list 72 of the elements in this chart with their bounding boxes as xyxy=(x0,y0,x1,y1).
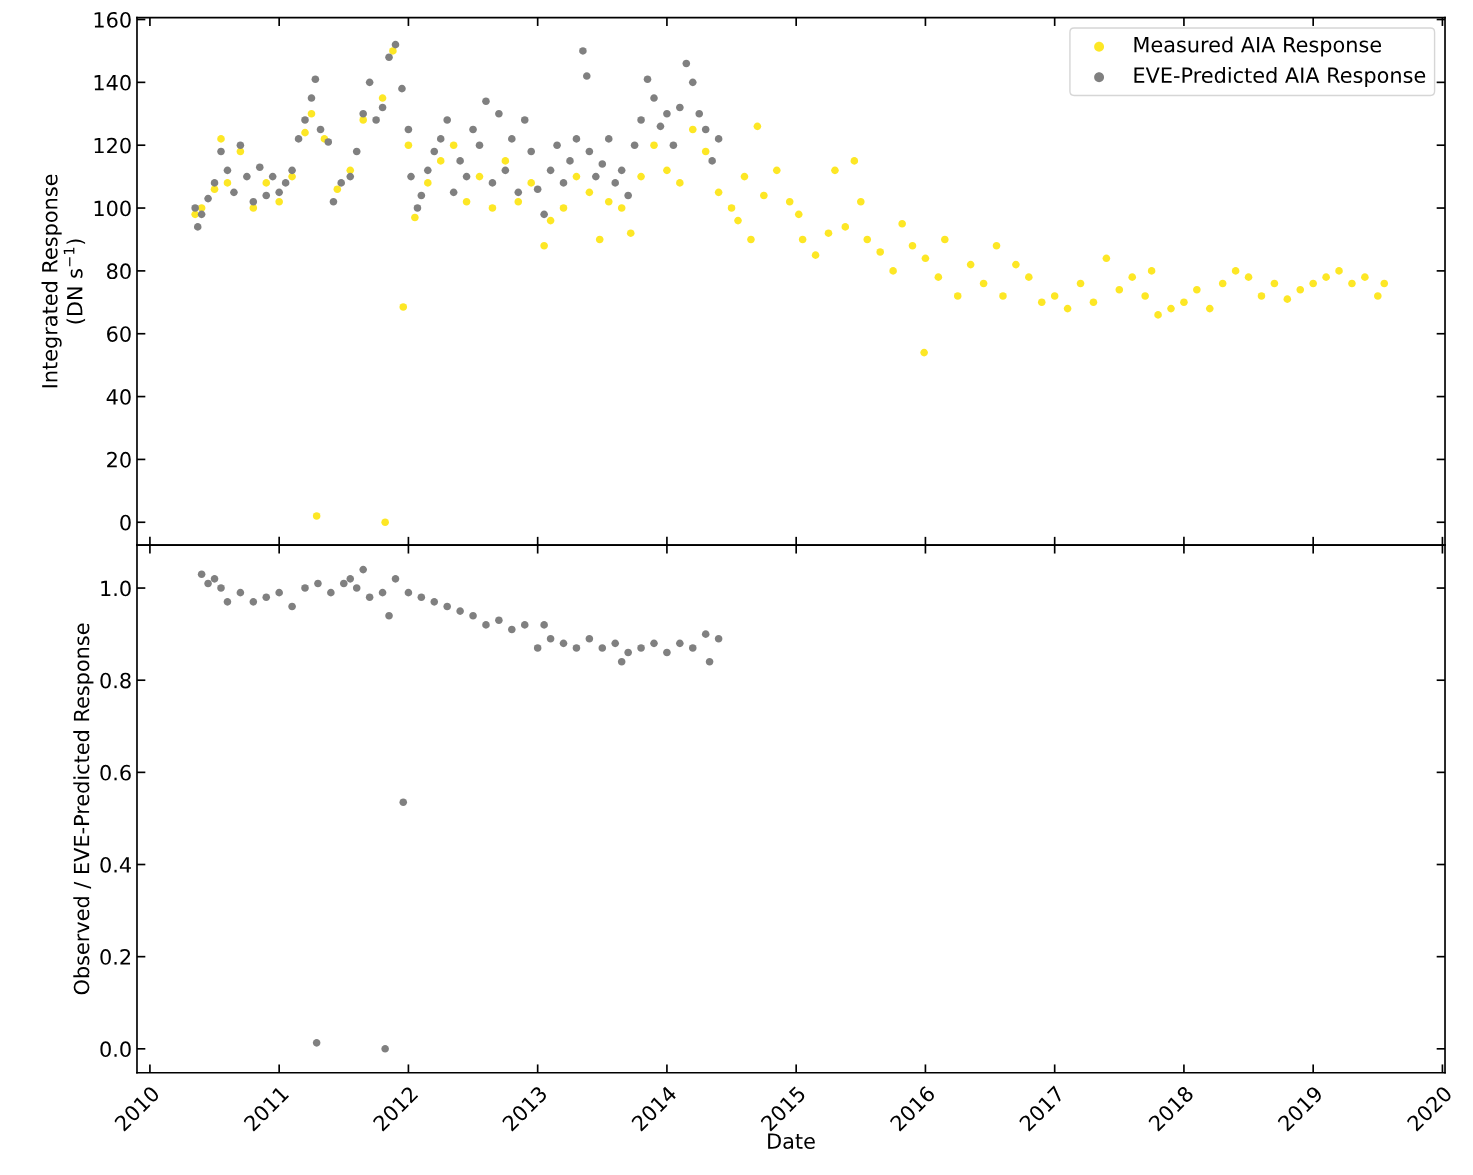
y-tick-label: 0 xyxy=(120,514,131,531)
y-axis-title: Observed / EVE-Predicted Response xyxy=(73,623,94,995)
y-tick-label: 140 xyxy=(94,74,131,91)
point xyxy=(236,588,245,597)
y-tick-label: 40 xyxy=(106,389,131,405)
point xyxy=(443,602,451,611)
y-tick-label: 80 xyxy=(107,263,131,280)
legend-label: EVE-Predicted AIA Response xyxy=(1134,66,1426,88)
point xyxy=(495,616,503,625)
y-tick-label: 0.0 xyxy=(100,1041,131,1058)
point xyxy=(339,579,348,588)
point xyxy=(508,625,516,634)
point xyxy=(598,644,607,652)
point xyxy=(391,575,400,583)
point xyxy=(637,644,645,652)
legend-label: Measured AIA Response xyxy=(1134,36,1382,57)
point xyxy=(624,648,632,657)
y-tick-label: 0.2 xyxy=(100,949,131,965)
point xyxy=(714,634,723,643)
point xyxy=(262,593,271,602)
x-axis-title: Date xyxy=(768,1133,815,1149)
point xyxy=(430,598,439,606)
point xyxy=(359,565,367,574)
point xyxy=(676,639,684,648)
point xyxy=(456,607,464,615)
point xyxy=(381,1045,389,1053)
point xyxy=(197,570,206,579)
y-tick-label: 160 xyxy=(94,11,131,28)
y-tick-label: 100 xyxy=(94,200,131,217)
point xyxy=(417,593,426,602)
y-axis-title: Integrated Response (DN s$^{−1}$) xyxy=(41,174,86,388)
point xyxy=(314,579,322,588)
point xyxy=(572,644,581,652)
point xyxy=(688,644,697,652)
point xyxy=(540,621,548,629)
point xyxy=(650,639,658,648)
point xyxy=(346,575,355,583)
point xyxy=(469,611,477,620)
point xyxy=(520,621,529,629)
point xyxy=(210,575,219,583)
point xyxy=(385,611,393,620)
point xyxy=(288,602,296,611)
point xyxy=(378,588,387,597)
point xyxy=(217,584,225,592)
y-tick-label: 120 xyxy=(94,137,131,154)
point xyxy=(312,1039,321,1047)
point xyxy=(352,584,361,592)
point xyxy=(275,588,283,597)
point xyxy=(701,630,710,638)
point xyxy=(482,621,490,629)
point xyxy=(585,634,594,643)
point xyxy=(404,588,413,597)
point xyxy=(399,798,408,807)
y-tick-label: 0.4 xyxy=(100,856,131,873)
point xyxy=(223,598,232,606)
point xyxy=(204,579,212,588)
point xyxy=(301,584,309,592)
y-tick-label: 0.6 xyxy=(100,764,131,781)
y-tick-label: 20 xyxy=(107,451,131,468)
point xyxy=(546,634,555,643)
point xyxy=(327,588,335,597)
y-tick-label: 60 xyxy=(107,326,131,342)
y-tick-label: 1.0 xyxy=(101,580,131,597)
point xyxy=(617,657,626,666)
point xyxy=(611,639,620,648)
point xyxy=(249,598,258,606)
point xyxy=(663,648,671,657)
point xyxy=(705,657,714,666)
y-tick-label: 0.8 xyxy=(100,672,131,689)
point xyxy=(365,593,374,602)
point xyxy=(559,639,568,648)
point xyxy=(533,644,542,652)
